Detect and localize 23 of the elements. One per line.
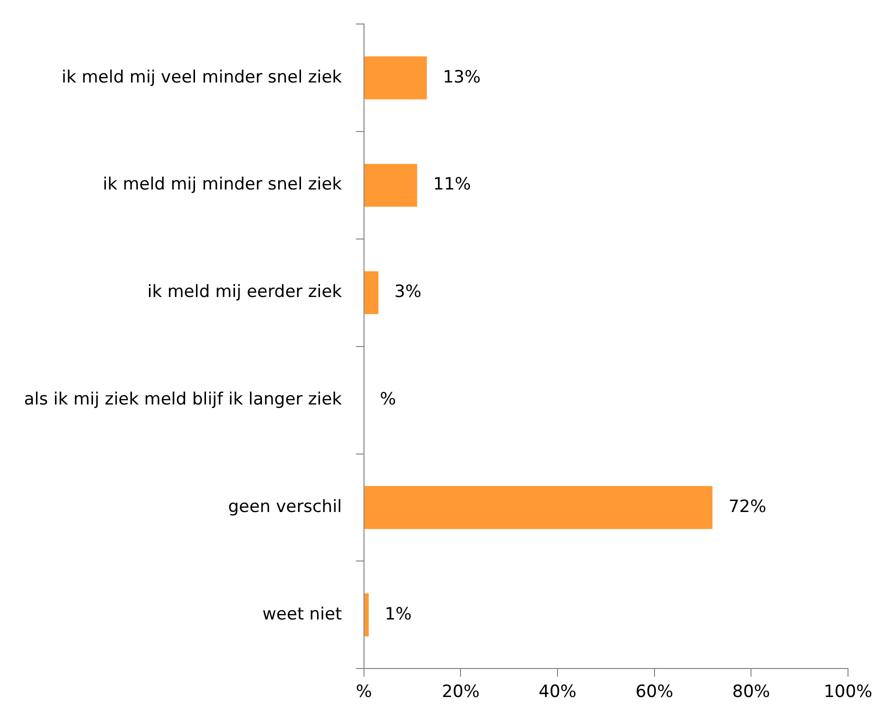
- bar: [364, 271, 378, 314]
- data-label: 3%: [394, 282, 422, 302]
- x-tick-label: 80%: [732, 682, 770, 702]
- y-tick-label: weet niet: [262, 604, 342, 624]
- x-tick-label: 100%: [824, 682, 872, 702]
- data-label: %: [380, 390, 396, 410]
- x-tick-label: 60%: [635, 682, 674, 702]
- bar: [364, 56, 427, 100]
- y-tick-label: ik meld mij veel minder snel ziek: [62, 67, 342, 88]
- y-tick-label: als ik mij ziek meld blijf ik langer ziek: [24, 390, 342, 410]
- x-tick-label: %: [356, 682, 372, 702]
- y-tick-label: ik meld mij eerder ziek: [147, 282, 342, 302]
- bar: [364, 593, 369, 636]
- bar: [364, 164, 418, 207]
- y-tick-label: ik meld mij minder snel ziek: [102, 174, 342, 195]
- data-label: 13%: [442, 67, 481, 88]
- x-tick-label: 40%: [538, 682, 576, 702]
- bar: [364, 486, 712, 529]
- data-label: 72%: [728, 496, 766, 517]
- data-label: 11%: [433, 174, 471, 195]
- x-tick-label: 20%: [442, 682, 480, 702]
- data-label: 1%: [384, 604, 412, 624]
- y-tick-label: geen verschil: [228, 496, 342, 517]
